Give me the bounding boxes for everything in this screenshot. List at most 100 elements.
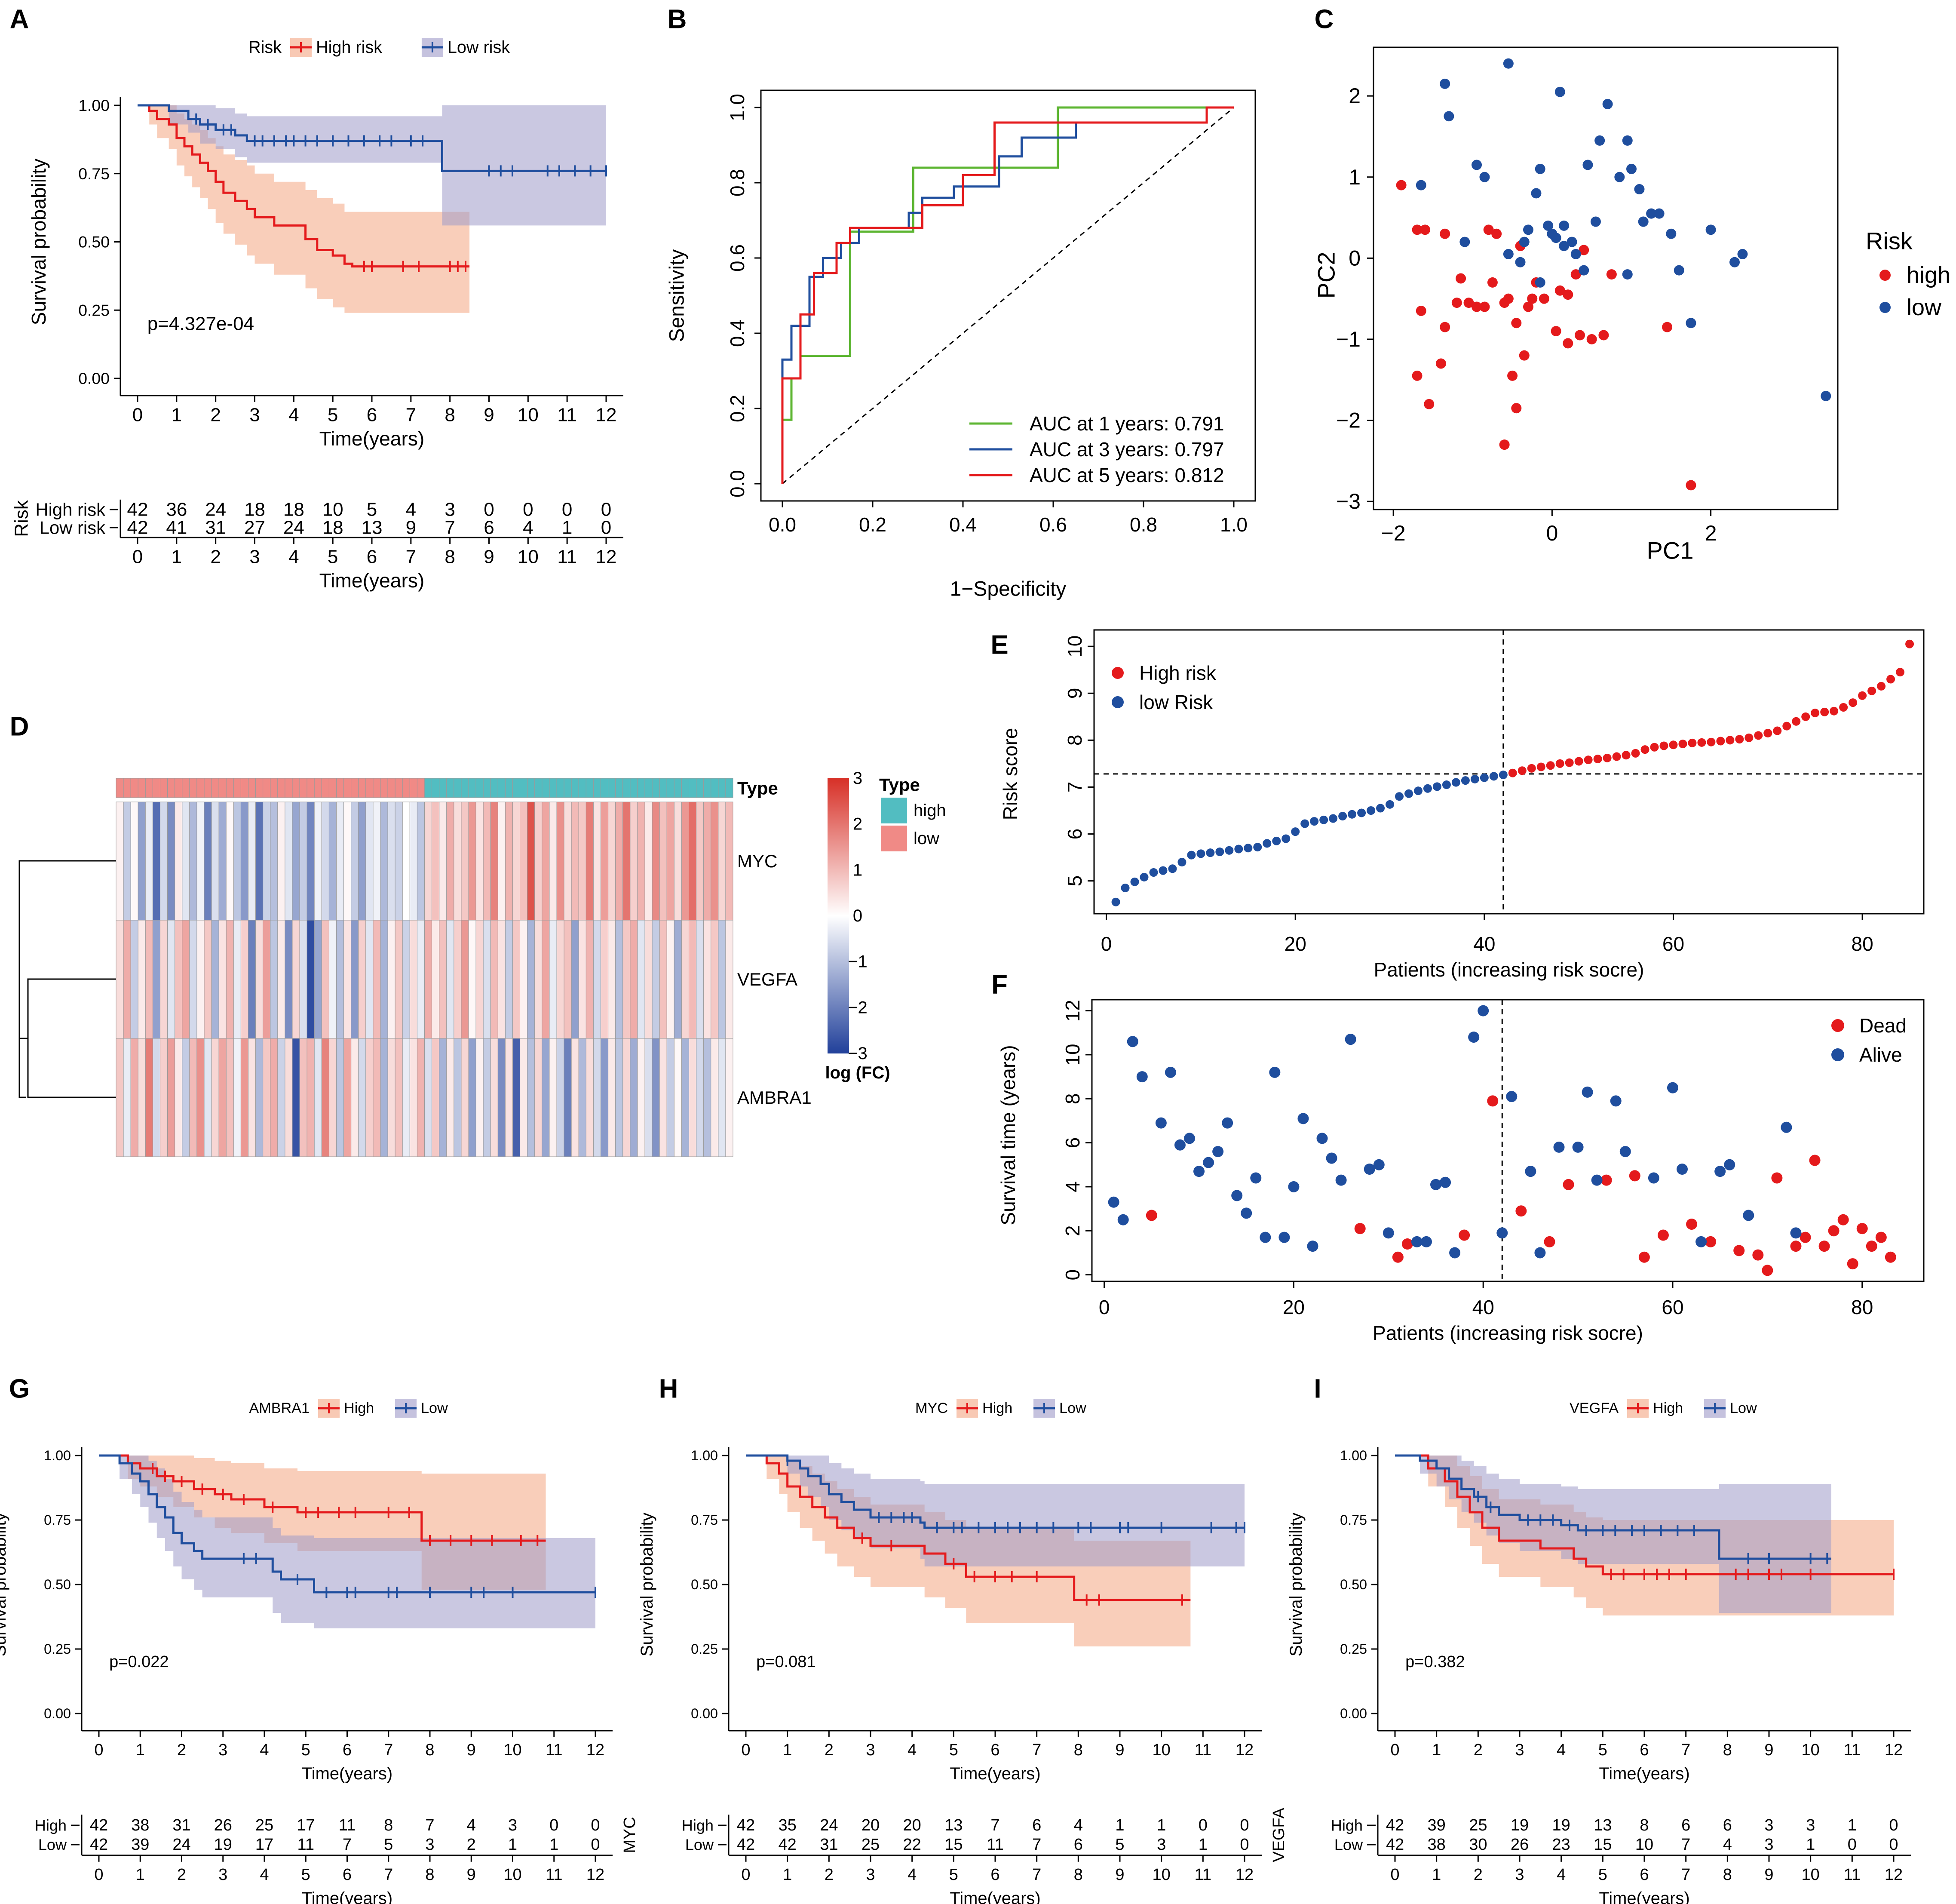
risk-table-x-tick-label: 6 xyxy=(367,547,377,568)
heatmap-cell xyxy=(402,802,410,921)
heatmap-cell xyxy=(630,802,638,921)
heatmap-cell xyxy=(601,920,609,1039)
risk-table-cell: 18 xyxy=(283,499,304,520)
plot-frame xyxy=(1373,46,1839,510)
point-high xyxy=(1499,439,1510,450)
point-dead xyxy=(1771,1172,1783,1184)
risk-score-point xyxy=(1584,755,1593,765)
heatmap-cell xyxy=(505,920,513,1039)
point-alive xyxy=(1373,1159,1385,1170)
risk-table-x-tick-label: 2 xyxy=(210,547,221,568)
heatmap-cell xyxy=(196,1038,205,1157)
risk-table-row-label: Low xyxy=(1334,1836,1363,1854)
heatmap-cell xyxy=(542,802,550,921)
y-tick-label: 1.00 xyxy=(44,1448,71,1463)
risk-table-cell: 42 xyxy=(1386,1836,1404,1854)
heatmap-cell xyxy=(409,802,417,921)
risk-table-cell: 3 xyxy=(1806,1816,1815,1834)
heatmap-cell xyxy=(167,1038,175,1157)
point-high xyxy=(1416,305,1426,316)
heatmap-cell xyxy=(703,802,711,921)
point-low xyxy=(1444,111,1454,122)
annotation-cell xyxy=(240,778,249,798)
roc-curve-1 xyxy=(781,106,1234,484)
x-tick-label: 1 xyxy=(783,1741,792,1759)
point-alive xyxy=(1222,1117,1233,1129)
heatmap-cell xyxy=(387,802,395,921)
annotation-cell xyxy=(123,778,131,798)
heatmap-cell xyxy=(593,1038,601,1157)
heatmap-cell xyxy=(336,1038,344,1157)
heatmap-cell xyxy=(365,920,374,1039)
risk-table-cell: 1 xyxy=(1199,1836,1208,1854)
risk-table-cell: 20 xyxy=(903,1816,921,1834)
risk-score-point xyxy=(1688,738,1697,747)
risk-table-x-tick-label: 9 xyxy=(484,547,494,568)
point-low xyxy=(1602,99,1613,110)
x-tick-label: 1.0 xyxy=(1220,513,1248,536)
annotation-cell xyxy=(608,778,616,798)
point-low xyxy=(1646,208,1657,219)
risk-table-x-tick-label: 0 xyxy=(132,547,143,568)
x-tick-label: 1 xyxy=(172,405,182,426)
point-high xyxy=(1539,293,1549,304)
point-alive xyxy=(1525,1166,1536,1177)
heatmap-cell xyxy=(343,1038,352,1157)
heatmap-cell xyxy=(226,920,234,1039)
legend-label-1: low Risk xyxy=(1139,691,1213,713)
point-low xyxy=(1551,233,1561,243)
survival-curve-1 xyxy=(138,104,606,172)
risk-table-x-tick-label: 5 xyxy=(328,547,338,568)
heatmap-cell xyxy=(490,920,498,1039)
y-axis-label: Survival probability xyxy=(638,1513,656,1657)
p-value: p=4.327e-04 xyxy=(147,313,254,335)
risk-table-row-label: High xyxy=(682,1817,714,1834)
heatmap-cell xyxy=(725,920,733,1039)
legend-label-0: high xyxy=(914,801,946,820)
risk-table-cell: 0 xyxy=(562,499,572,520)
risk-score-point xyxy=(1603,753,1612,762)
risk-table-cell: 5 xyxy=(367,499,377,520)
heatmap-cell xyxy=(175,802,183,921)
heatmap-cell xyxy=(505,802,513,921)
point-dead xyxy=(1885,1251,1896,1263)
risk-score-point xyxy=(1413,786,1423,795)
annotation-cell xyxy=(711,778,719,798)
point-low xyxy=(1479,172,1490,182)
risk-table-row-label: Low risk xyxy=(40,518,105,538)
heatmap-cell xyxy=(527,802,535,921)
risk-score-point xyxy=(1763,729,1772,737)
x-tick-label: 6 xyxy=(367,405,377,426)
x-tick-label: 2 xyxy=(177,1741,186,1759)
point-low xyxy=(1570,249,1581,259)
annotation-cell xyxy=(652,778,660,798)
point-low xyxy=(1590,216,1601,227)
point-alive xyxy=(1127,1036,1138,1047)
risk-table-x-tick-label: 1 xyxy=(783,1866,792,1884)
heatmap-cell xyxy=(402,1038,410,1157)
risk-score-point xyxy=(1348,810,1357,819)
risk-table-cell: 24 xyxy=(205,499,226,520)
annotation-cell xyxy=(175,778,183,798)
point-alive xyxy=(1364,1164,1375,1175)
heatmap-cell xyxy=(608,1038,616,1157)
panel-letter-f: F xyxy=(991,970,1008,1000)
x-tick-label: 5 xyxy=(328,405,338,426)
heatmap-cell xyxy=(461,920,469,1039)
point-dead xyxy=(1515,1205,1527,1217)
point-dead xyxy=(1146,1210,1157,1221)
point-low xyxy=(1729,257,1740,267)
point-alive xyxy=(1478,1005,1489,1016)
heatmap-cell xyxy=(204,802,212,921)
risk-score-point xyxy=(1735,735,1744,744)
heatmap-cell xyxy=(468,920,476,1039)
y-tick-label: 7 xyxy=(1064,782,1086,793)
risk-score-point xyxy=(1357,808,1366,817)
point-dead xyxy=(1563,1179,1574,1190)
risk-table-cell: 0 xyxy=(591,1836,600,1854)
annotation-cell xyxy=(659,778,667,798)
risk-table-x-tick-label: 2 xyxy=(825,1866,834,1884)
risk-table-cell: 7 xyxy=(1681,1836,1690,1854)
y-axis-label: PC2 xyxy=(1313,252,1340,299)
legend-dot-1 xyxy=(1831,1048,1844,1061)
